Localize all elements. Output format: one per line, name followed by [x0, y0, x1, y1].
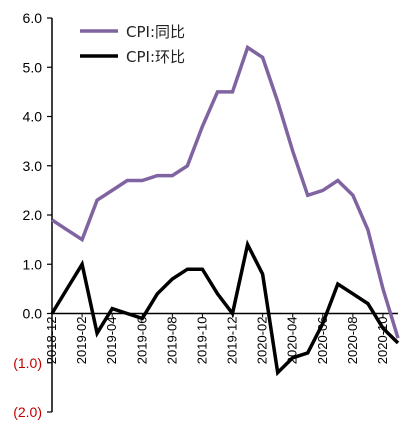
- y-tick-label: 5.0: [23, 59, 43, 75]
- y-tick-label: 6.0: [23, 10, 43, 26]
- x-tick-label: 2019-08: [164, 317, 179, 365]
- x-tick-label: 2019-06: [134, 317, 149, 365]
- x-tick-label: 2018-12: [44, 317, 59, 365]
- y-axis: 6.0 5.0 4.0 3.0 2.0 1.0 0.0 (1.0) (2.0): [13, 10, 53, 420]
- y-tick-label: 2.0: [23, 207, 43, 223]
- x-tick-label: 2019-12: [225, 317, 240, 365]
- cpi-yoy-series-line: [51, 44, 400, 339]
- series-lines: [50, 44, 400, 377]
- x-tick-label: 2019-02: [74, 317, 89, 365]
- y-tick-label: (1.0): [13, 355, 42, 371]
- y-tick-label: 0.0: [23, 306, 43, 322]
- x-tick-label: 2020-08: [345, 317, 360, 365]
- legend-label-mom: CPI:环比: [126, 48, 185, 66]
- y-tick-label: 4.0: [23, 109, 43, 125]
- x-tick-label: 2020-10: [375, 317, 390, 365]
- legend: CPI:同比 CPI:环比: [80, 23, 185, 66]
- y-tick-label: 3.0: [23, 158, 43, 174]
- x-axis: 2018-12 2019-02 2019-04 2019-06 2019-08 2019-…: [44, 312, 398, 365]
- y-tick-label: 1.0: [23, 256, 43, 272]
- cpi-mom-series-line: [50, 239, 400, 377]
- x-tick-label: 2020-02: [255, 317, 270, 365]
- x-tick-label: 2020-04: [285, 317, 300, 365]
- y-tick-label: (2.0): [13, 404, 42, 420]
- legend-label-yoy: CPI:同比: [126, 23, 185, 41]
- x-tick-label: 2019-10: [194, 317, 209, 365]
- x-tick-label: 2019-04: [104, 317, 119, 365]
